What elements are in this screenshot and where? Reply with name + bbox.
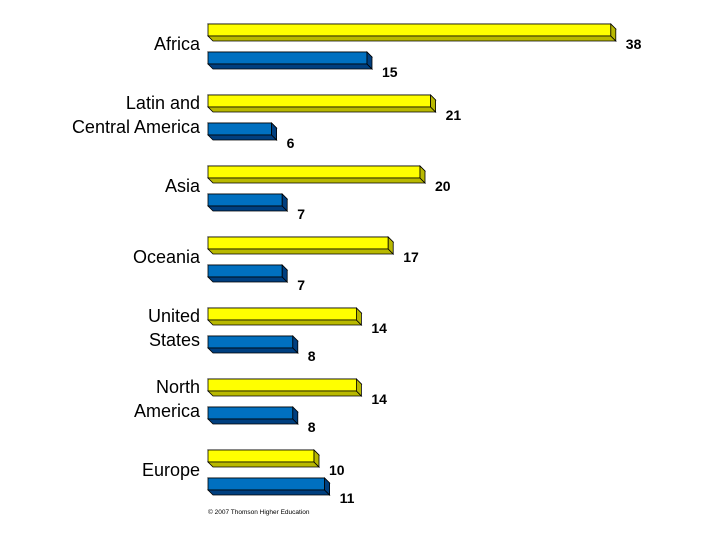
bar-blue-3 — [207, 264, 289, 283]
category-label-4: United States — [148, 306, 200, 350]
bar-yellow-6 — [207, 449, 320, 468]
category-label-line-4-1: States — [149, 330, 200, 350]
value-label-1-6: 11 — [340, 490, 355, 506]
bar-blue-6 — [207, 477, 331, 496]
bar-yellow-0 — [207, 23, 617, 42]
category-label-0: Africa — [154, 34, 201, 54]
bars-layer — [207, 23, 617, 496]
bar-yellow-4 — [207, 307, 363, 326]
value-label-0-0: 38 — [626, 36, 642, 52]
value-label-1-1: 6 — [287, 135, 295, 151]
category-label-line-5-1: America — [134, 401, 201, 421]
category-label-line-2-0: Asia — [165, 176, 201, 196]
value-label-0-6: 10 — [329, 462, 345, 478]
value-label-1-4: 8 — [308, 348, 316, 364]
category-label-2: Asia — [165, 176, 201, 196]
value-label-1-2: 7 — [297, 206, 305, 222]
value-label-1-0: 15 — [382, 64, 398, 80]
bar-yellow-1 — [207, 94, 437, 113]
category-label-line-1-1: Central America — [72, 117, 201, 137]
value-label-1-5: 8 — [308, 419, 316, 435]
value-label-0-5: 14 — [371, 391, 387, 407]
category-label-3: Oceania — [133, 247, 201, 267]
bar-blue-1 — [207, 122, 278, 141]
category-label-line-0-0: Africa — [154, 34, 201, 54]
bar-yellow-2 — [207, 165, 426, 184]
value-label-0-2: 20 — [435, 178, 451, 194]
value-label-0-4: 14 — [371, 320, 387, 336]
bar-yellow-3 — [207, 236, 395, 255]
category-label-1: Latin and Central America — [72, 93, 201, 137]
bar-blue-5 — [207, 406, 299, 425]
category-label-6: Europe — [142, 460, 200, 480]
copyright-credit: © 2007 Thomson Higher Education — [208, 508, 310, 516]
category-label-line-1-0: Latin and — [126, 93, 200, 113]
bar-yellow-5 — [207, 378, 363, 397]
bar-blue-4 — [207, 335, 299, 354]
bar-blue-2 — [207, 193, 289, 212]
category-labels-layer: Africa Latin and Central America Asia Oceani… — [72, 34, 201, 480]
category-label-line-5-0: North — [156, 377, 200, 397]
value-label-0-3: 17 — [403, 249, 419, 265]
category-label-line-4-0: United — [148, 306, 200, 326]
value-label-0-1: 21 — [446, 107, 462, 123]
value-label-1-3: 7 — [297, 277, 305, 293]
category-label-5: North America — [134, 377, 201, 421]
bar-blue-0 — [207, 51, 373, 70]
value-labels-layer: 38 15 21 6 20 7 17 7 14 8 14 8 10 11 — [287, 36, 642, 506]
category-label-line-6-0: Europe — [142, 460, 200, 480]
category-label-line-3-0: Oceania — [133, 247, 201, 267]
